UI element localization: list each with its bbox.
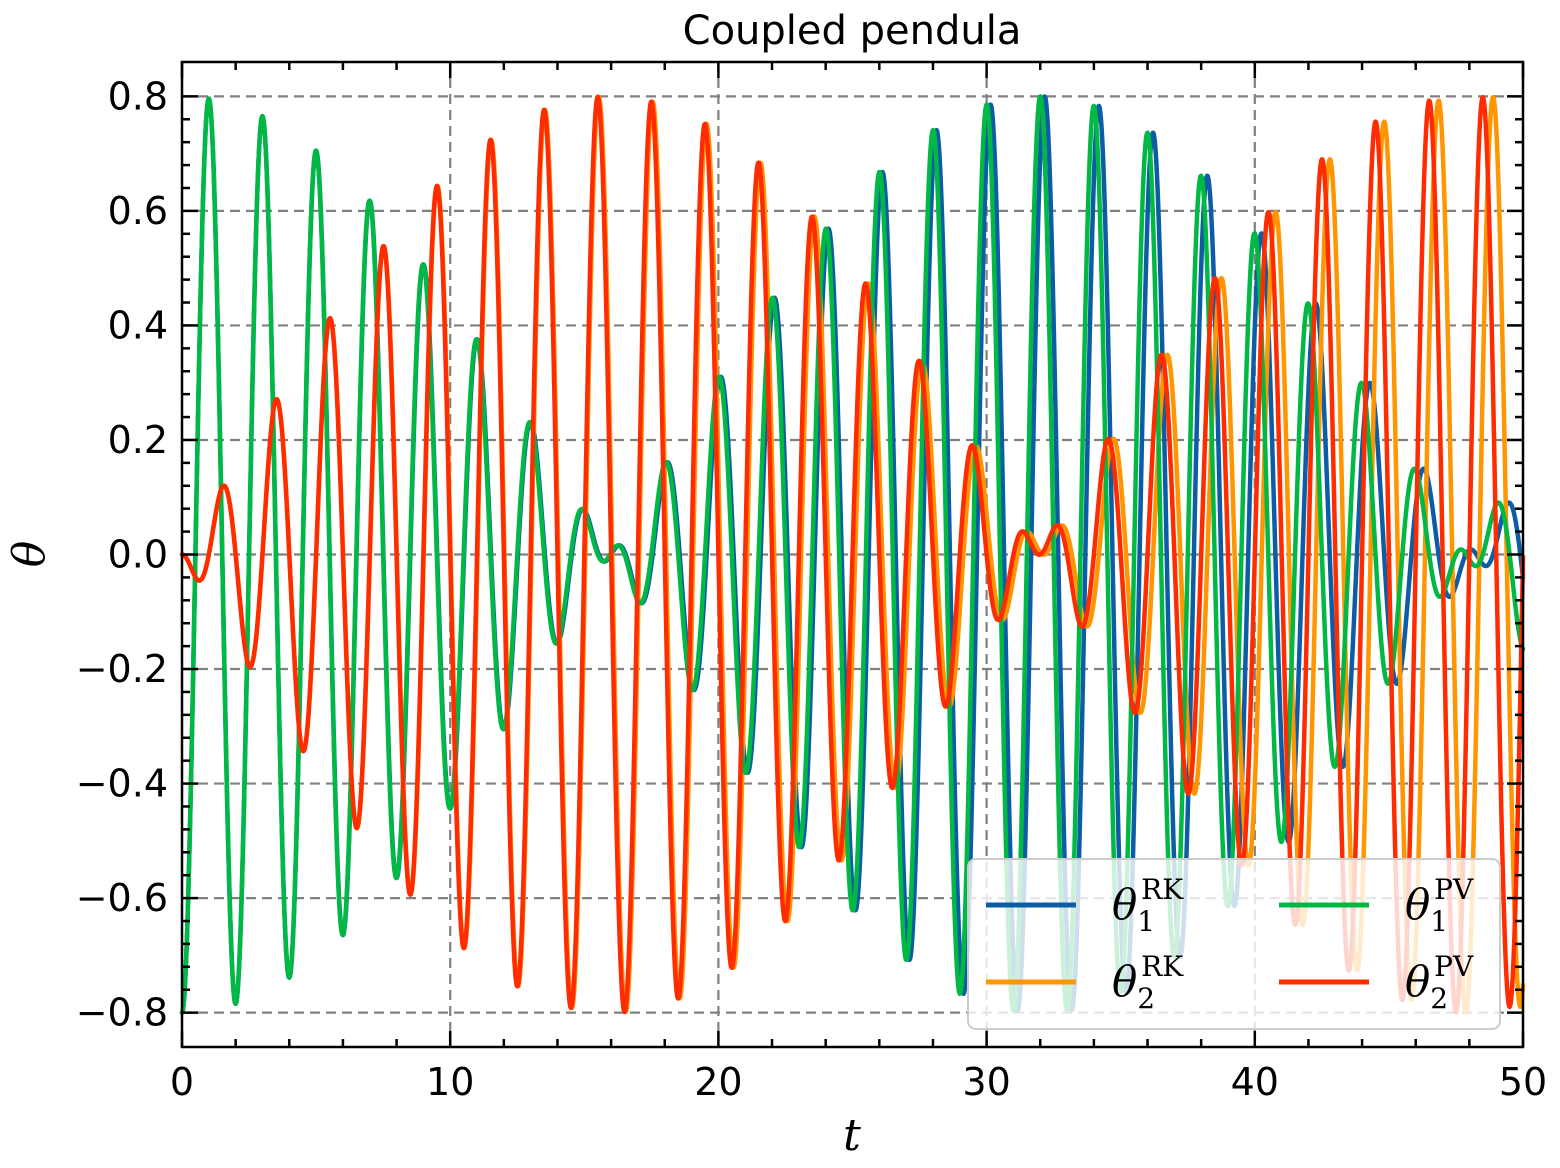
y-tick-label: 0.4: [108, 303, 168, 347]
y-tick-label: 0.8: [108, 74, 168, 118]
x-tick-label: 50: [1499, 1060, 1547, 1104]
legend-label: θ2PV: [1405, 950, 1474, 1015]
axis-ticks: [180, 62, 1525, 1047]
x-tick-label: 40: [1231, 1060, 1279, 1104]
legend-label: θ1PV: [1405, 873, 1474, 938]
y-axis-label: θ: [4, 541, 55, 568]
series-line-theta1-pv: [179, 94, 1526, 1015]
x-tick-labels: 0 10 20 30 40 50: [170, 1060, 1547, 1104]
legend-box: [967, 858, 1501, 1030]
x-axis-label: t: [843, 1110, 861, 1161]
legend-label: θ2RK: [1112, 950, 1184, 1015]
x-tick-label: 20: [694, 1060, 742, 1104]
x-tick-label: 30: [962, 1060, 1010, 1104]
y-tick-label: −0.2: [76, 647, 168, 691]
x-tick-label: 10: [426, 1060, 474, 1104]
y-tick-label: 0.2: [108, 418, 168, 462]
y-tick-label: −0.4: [76, 762, 168, 806]
y-tick-label: −0.8: [76, 991, 168, 1035]
y-tick-label: −0.6: [76, 876, 168, 920]
y-tick-labels: −0.8 −0.6 −0.4 −0.2 0.0 0.2 0.4 0.6 0.8: [76, 74, 168, 1034]
y-tick-label: 0.6: [108, 189, 168, 233]
y-tick-label: 0.0: [108, 533, 168, 577]
chart-title: Coupled pendula: [683, 8, 1022, 54]
legend: θ1RK θ2RK θ1PV θ2PV: [967, 858, 1501, 1030]
x-tick-label: 0: [170, 1060, 194, 1104]
legend-label: θ1RK: [1112, 873, 1184, 938]
